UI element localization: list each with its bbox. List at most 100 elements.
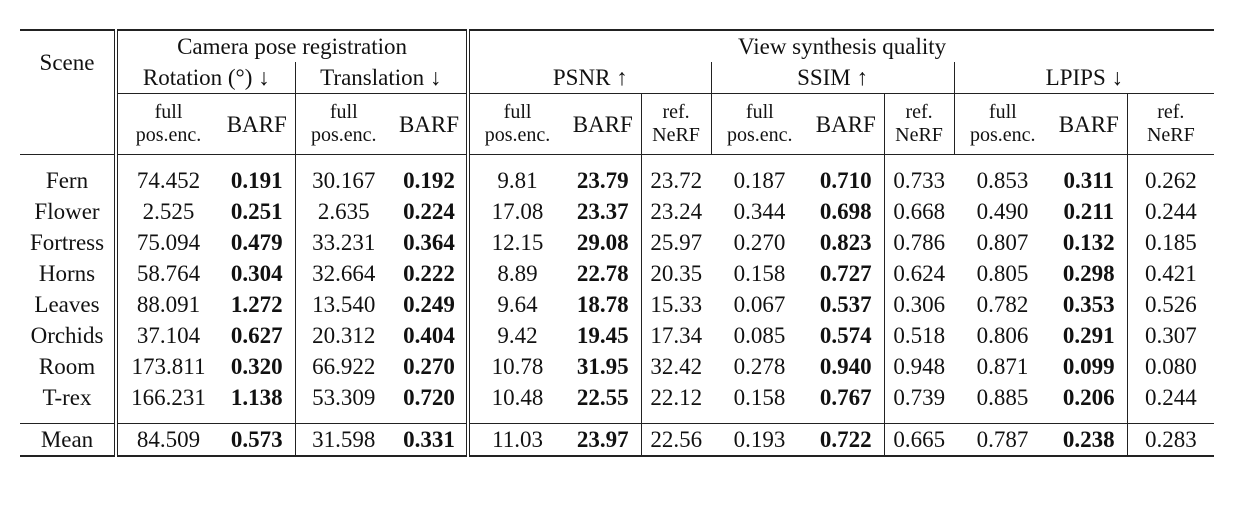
table-row: Fern 74.452 0.191 30.167 0.192 9.81 23.79 23.72… [20, 165, 1215, 196]
psnr-barf-cell: 22.55 [576, 385, 629, 410]
lpips-barf-subheader: BARF [1058, 111, 1119, 137]
lpips-full-cell: 0.885 [976, 385, 1029, 410]
psnr-ref-cell: 32.42 [640, 351, 712, 382]
ssim-full-cell: 0.158 [733, 385, 786, 410]
rot-full-cell: 173.811 [114, 351, 219, 382]
psnr-ref-subheader: ref. NeRF [640, 93, 712, 155]
rot-full-cell: 84.509 [114, 423, 219, 457]
lpips-ref-cell: 0.080 [1126, 351, 1215, 382]
lpips-barf-cell: 0.353 [1062, 292, 1115, 317]
lpips-barf-cell: 0.311 [1063, 168, 1115, 193]
table-row: Orchids 37.104 0.627 20.312 0.404 9.42 19.45 17… [20, 320, 1215, 351]
tr-full-cell: 32.664 [294, 258, 392, 289]
lpips-barf-cell: 0.298 [1062, 261, 1115, 286]
rot-barf-cell: 0.627 [230, 323, 283, 348]
ssim-ref-cell: 0.306 [883, 289, 955, 320]
lpips-ref-cell: 0.421 [1126, 258, 1215, 289]
header-body-rule [20, 154, 1215, 165]
rot-barf-cell: 1.272 [230, 292, 283, 317]
results-table: Scene Camera pose registration View synt… [20, 29, 1215, 457]
lpips-full-cell: 0.782 [976, 292, 1029, 317]
ssim-full-cell: 0.067 [733, 292, 786, 317]
psnr-barf-cell: 23.79 [576, 168, 629, 193]
rot-barf-subheader: BARF [226, 111, 287, 137]
lpips-full-cell: 0.806 [976, 323, 1029, 348]
psnr-full-cell: 10.48 [466, 382, 566, 413]
ssim-full-cell: 0.187 [733, 168, 786, 193]
tr-barf-cell: 0.720 [403, 385, 455, 410]
tr-barf-cell: 0.249 [403, 292, 455, 317]
rot-full-cell: 74.452 [114, 165, 219, 196]
tr-barf-cell: 0.192 [403, 168, 455, 193]
ssim-barf-cell: 0.537 [819, 292, 872, 317]
tr-full-cell: 20.312 [294, 320, 392, 351]
lpips-header: LPIPS ↓ [953, 62, 1215, 94]
rot-barf-cell: 0.479 [230, 230, 283, 255]
lpips-barf-cell: 0.211 [1063, 199, 1115, 224]
rot-full-cell: 2.525 [114, 196, 219, 227]
scene-subheader-empty [20, 94, 116, 155]
body-mean-spacer [20, 413, 1215, 424]
table-row: Fortress 75.094 0.479 33.231 0.364 12.15 29.08… [20, 227, 1215, 258]
tr-full-subheader: full pos.enc. [294, 93, 392, 155]
ssim-header: SSIM ↑ [710, 62, 955, 94]
psnr-ref-cell: 15.33 [640, 289, 712, 320]
rot-full-cell: 88.091 [114, 289, 219, 320]
lpips-ref-cell: 0.262 [1126, 165, 1215, 196]
psnr-barf-cell: 22.78 [576, 261, 629, 286]
ssim-full-cell: 0.270 [733, 230, 786, 255]
ssim-barf-cell: 0.767 [819, 385, 872, 410]
psnr-full-cell: 12.15 [466, 227, 566, 258]
lpips-ref-cell: 0.185 [1126, 227, 1215, 258]
rot-full-cell: 166.231 [114, 382, 219, 413]
lpips-full-subheader: full pos.enc. [953, 93, 1052, 155]
tr-full-cell: 30.167 [294, 165, 392, 196]
ssim-ref-cell: 0.518 [883, 320, 955, 351]
scene-cell: Fortress [29, 230, 105, 255]
psnr-full-subheader: full pos.enc. [466, 93, 566, 155]
tr-barf-cell: 0.224 [403, 199, 455, 224]
lpips-barf-cell: 0.206 [1062, 385, 1115, 410]
ssim-ref-cell: 0.624 [883, 258, 955, 289]
psnr-barf-cell: 31.95 [576, 354, 629, 379]
lpips-ref-cell: 0.526 [1126, 289, 1215, 320]
psnr-ref-cell: 23.24 [640, 196, 712, 227]
ssim-ref-cell: 0.786 [883, 227, 955, 258]
rot-barf-cell: 0.191 [230, 168, 283, 193]
table-header: Scene Camera pose registration View synt… [20, 29, 1215, 155]
table-body: Fern 74.452 0.191 30.167 0.192 9.81 23.79 23.72… [20, 154, 1215, 413]
ssim-barf-subheader: BARF [815, 111, 876, 137]
ssim-ref-cell: 0.733 [883, 165, 955, 196]
ssim-ref-cell: 0.668 [883, 196, 955, 227]
table-row: Room 173.811 0.320 66.922 0.270 10.78 31.95 32.… [20, 351, 1215, 382]
scene-cell: Flower [34, 199, 100, 224]
lpips-ref-cell: 0.283 [1126, 423, 1215, 457]
psnr-full-cell: 9.81 [466, 165, 566, 196]
lpips-barf-cell: 0.238 [1051, 423, 1128, 457]
rot-full-cell: 58.764 [114, 258, 219, 289]
lpips-barf-cell: 0.099 [1062, 354, 1115, 379]
scene-cell: Leaves [34, 292, 100, 317]
table-row: Horns 58.764 0.304 32.664 0.222 8.89 22.78 20.3… [20, 258, 1215, 289]
ssim-ref-cell: 0.948 [883, 351, 955, 382]
psnr-full-cell: 17.08 [466, 196, 566, 227]
ssim-barf-cell: 0.940 [819, 354, 872, 379]
rot-barf-cell: 0.251 [230, 199, 283, 224]
psnr-full-cell: 10.78 [466, 351, 566, 382]
lpips-ref-cell: 0.244 [1126, 382, 1215, 413]
psnr-ref-cell: 20.35 [640, 258, 712, 289]
table-row: Flower 2.525 0.251 2.635 0.224 17.08 23.37 23.2… [20, 196, 1215, 227]
tr-barf-subheader: BARF [398, 111, 460, 137]
rot-barf-cell: 0.573 [219, 423, 295, 457]
scene-cell: Orchids [30, 323, 104, 348]
scene-cell: Fern [45, 168, 89, 193]
tr-full-cell: 66.922 [294, 351, 392, 382]
rot-barf-cell: 1.138 [230, 385, 283, 410]
tr-full-cell: 13.540 [294, 289, 392, 320]
mean-row: Mean 84.509 0.573 31.598 0.331 11.03 23.97 22.5… [20, 423, 1215, 457]
psnr-full-cell: 11.03 [466, 423, 566, 457]
tr-barf-cell: 0.331 [392, 423, 469, 457]
psnr-barf-subheader: BARF [572, 111, 633, 137]
scene-cell: Room [38, 354, 96, 379]
tr-full-cell: 33.231 [294, 227, 392, 258]
